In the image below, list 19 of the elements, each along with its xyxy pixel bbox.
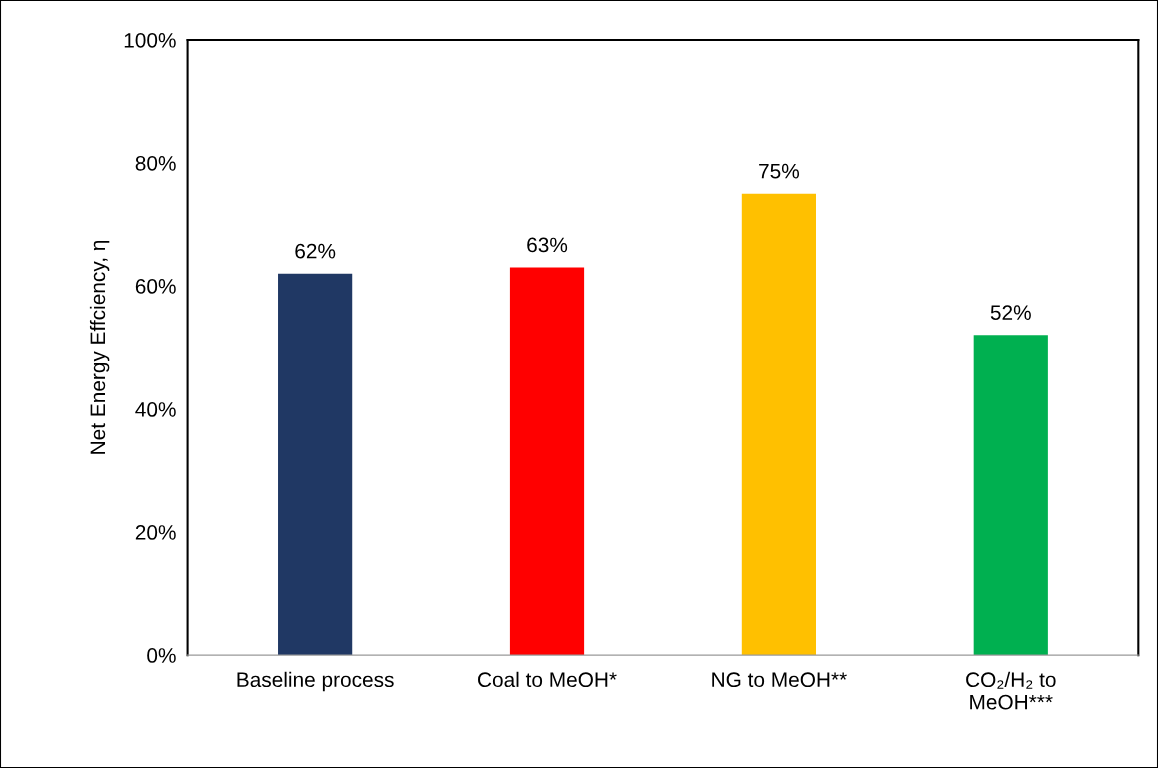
data-label: 75% [759,163,799,179]
bar [973,335,1048,656]
data-label: 62% [295,243,336,259]
x-tick-label: NG to MeOH** [712,672,847,688]
x-tick-label: Baseline process [237,671,394,692]
y-tick-label: 20% [135,525,176,540]
y-tick-label: 100% [124,32,176,48]
bar [278,273,353,656]
bar [509,267,585,656]
data-label: 52% [990,305,1031,320]
y-tick-label: 60% [135,279,176,294]
x-tick-label: Coal to MeOH* [478,671,617,688]
y-tick-label: 40% [135,402,176,417]
bar [741,193,816,656]
data-label: 63% [527,237,568,253]
y-tick-label: 0% [147,648,176,663]
y-tick-label: 80% [135,155,176,171]
x-tick-label: CO₂/H₂ to MeOH*** [966,671,1056,710]
y-axis-title: Net Energy Effciency, η [89,240,110,454]
